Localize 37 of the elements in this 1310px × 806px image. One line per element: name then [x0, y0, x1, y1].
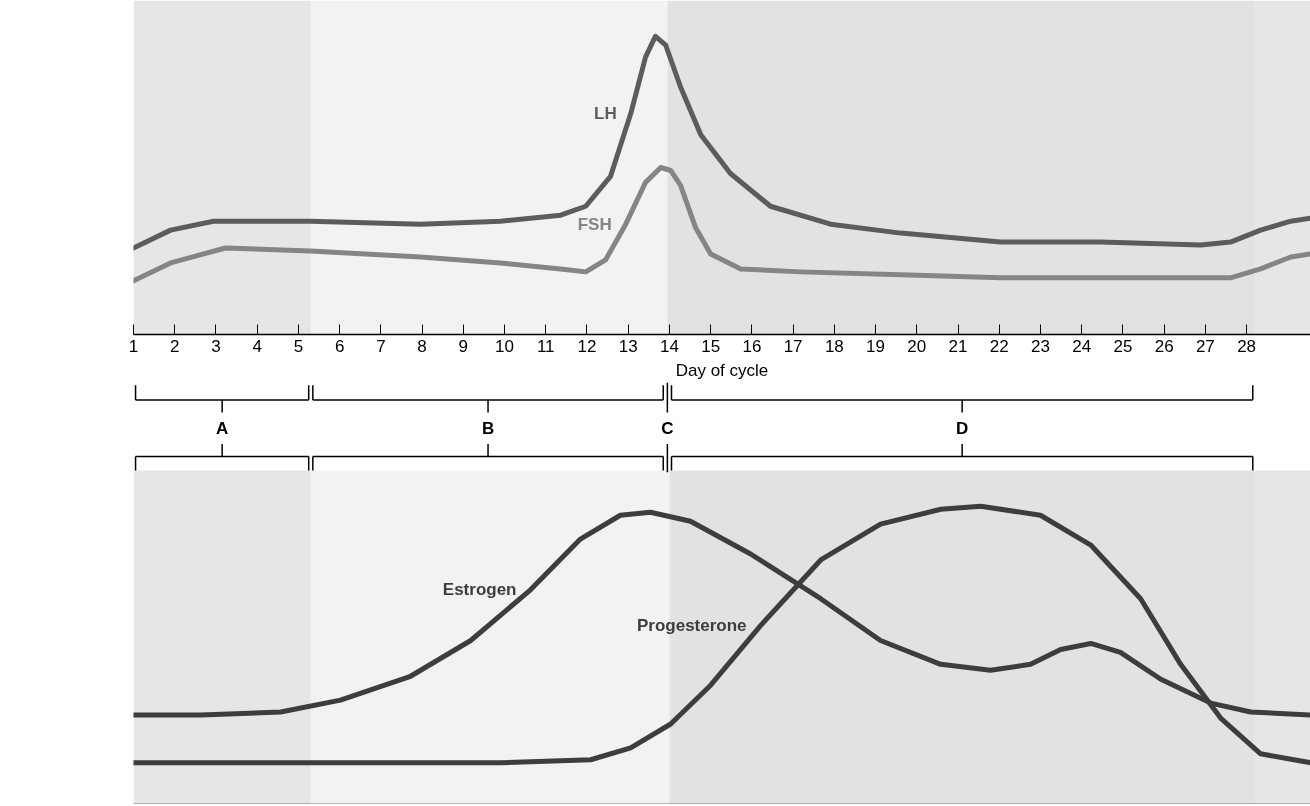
x-tick-label: 5: [293, 336, 304, 356]
series-label: LH: [594, 104, 617, 124]
x-tick-label: 12: [577, 336, 597, 356]
x-tick-label: 21: [948, 336, 968, 356]
series-label: Estrogen: [442, 580, 517, 600]
x-tick-label: 25: [1113, 336, 1133, 356]
x-tick-label: 13: [618, 336, 638, 356]
x-tick-label: 19: [866, 336, 886, 356]
x-tick-label: 23: [1031, 336, 1050, 356]
x-tick-label: 28: [1237, 336, 1257, 356]
x-tick-label: 3: [211, 336, 221, 356]
x-tick-label: 8: [417, 336, 427, 356]
x-tick-label: 17: [783, 336, 803, 356]
series-label: Progesterone: [636, 616, 747, 636]
band-label: A: [216, 418, 229, 438]
x-tick-label: 18: [824, 336, 844, 356]
x-tick-label: 7: [376, 336, 386, 356]
x-tick-label: 2: [170, 336, 180, 356]
x-tick-label: 26: [1154, 336, 1174, 356]
x-tick-label: 27: [1195, 336, 1215, 356]
x-tick-label: 6: [334, 336, 345, 356]
x-tick-label: 11: [536, 336, 555, 356]
x-tick-label: 4: [252, 336, 262, 356]
x-tick-label: 9: [458, 336, 469, 356]
band-label: D: [956, 418, 969, 438]
x-tick-label: 20: [907, 336, 927, 356]
band-label: C: [661, 418, 674, 438]
x-tick-label: 14: [659, 336, 679, 356]
x-tick-label: 22: [989, 336, 1009, 356]
band-label: B: [481, 418, 495, 438]
x-axis-title: Day of cycle: [675, 360, 769, 380]
x-tick-label: 16: [742, 336, 762, 356]
x-tick-label: 10: [495, 336, 514, 356]
x-tick-label: 15: [701, 336, 721, 356]
series-label: FSH: [577, 214, 612, 234]
x-tick-label: 1: [128, 336, 139, 356]
x-tick-label: 24: [1072, 336, 1092, 356]
